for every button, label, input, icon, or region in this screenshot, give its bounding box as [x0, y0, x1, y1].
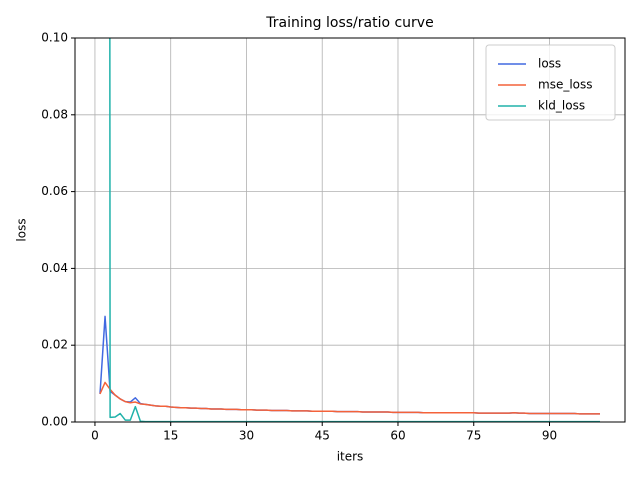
x-tick-label: 75 — [466, 429, 481, 443]
y-tick-label: 0.04 — [41, 261, 68, 275]
axes-frame — [74, 37, 626, 423]
chart-title: Training loss/ratio curve — [265, 15, 433, 31]
y-axis-label: loss — [15, 218, 29, 241]
legend: loss mse_loss kld_loss — [485, 44, 616, 121]
y-tick-label: 0.10 — [41, 31, 68, 45]
legend-label: loss — [538, 57, 561, 71]
x-axis-label: iters — [337, 450, 364, 464]
y-tick-label: 0.02 — [41, 338, 68, 352]
x-tick-label: 15 — [163, 429, 178, 443]
axes: 0 15 30 45 60 75 90 0.00 0.02 0.04 0.06 0.08 0.10 — [41, 31, 557, 443]
x-tick-label: 90 — [542, 429, 557, 443]
legend-label: kld_loss — [538, 99, 585, 113]
y-tick-label: 0.00 — [41, 415, 68, 429]
x-tick-label: 0 — [91, 429, 99, 443]
y-tick-label: 0.06 — [41, 184, 68, 198]
x-tick-label: 45 — [315, 429, 330, 443]
x-tick-label: 60 — [390, 429, 405, 443]
legend-label: mse_loss — [538, 78, 593, 92]
series-line — [99, 381, 600, 415]
y-tick-label: 0.08 — [41, 107, 68, 121]
x-tick-label: 30 — [239, 429, 254, 443]
